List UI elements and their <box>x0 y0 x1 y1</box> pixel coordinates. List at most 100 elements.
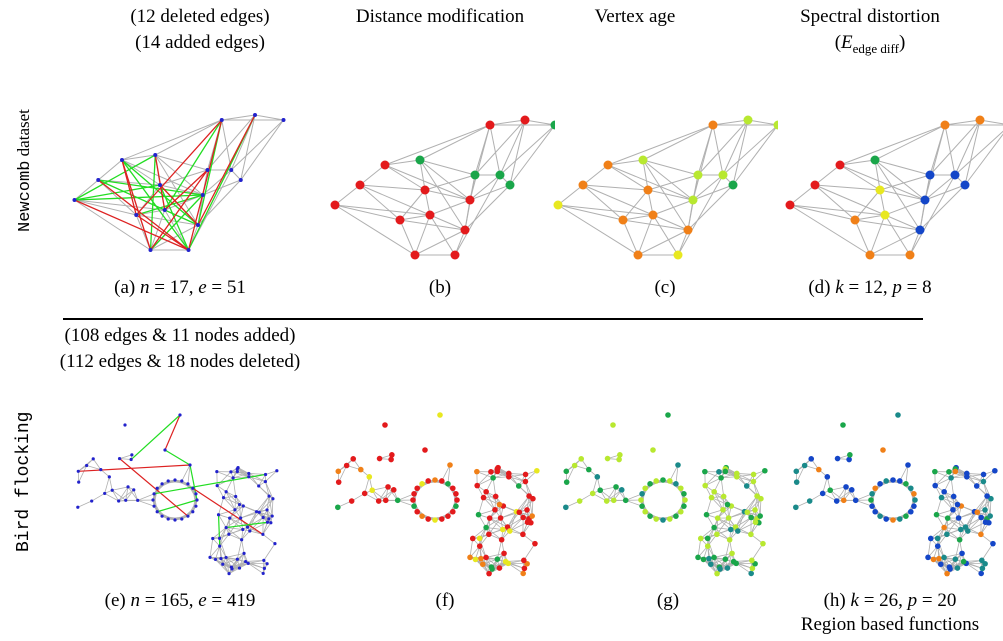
graph-edge <box>262 522 272 535</box>
graph-edge <box>967 511 975 532</box>
row-label-newcomb-mono: Newcomb <box>16 160 35 232</box>
graph-edge <box>338 465 348 483</box>
graph-node <box>191 510 195 514</box>
header-d-E: E <box>841 32 853 53</box>
graph-node <box>940 120 950 130</box>
graph-node <box>711 488 717 495</box>
graph-node <box>414 508 421 515</box>
graph-edge <box>477 477 494 486</box>
graph-edge <box>718 471 737 478</box>
graph-node <box>261 532 265 536</box>
graph-node <box>465 195 475 205</box>
graph-node <box>819 490 826 497</box>
graph-edge <box>218 509 236 516</box>
header-b: Distance modification <box>355 6 525 27</box>
graph-edge <box>384 164 426 191</box>
graph-edge <box>397 493 415 501</box>
graph-node <box>126 485 130 489</box>
graph-node <box>974 509 981 516</box>
graph-edge <box>692 184 734 201</box>
graph-node <box>486 515 493 521</box>
graph-edge <box>622 219 689 231</box>
graph-edge <box>789 204 871 256</box>
graph-node <box>815 466 822 473</box>
graph-node <box>660 477 666 483</box>
graph-node <box>450 250 460 260</box>
graph-node <box>524 519 531 526</box>
graph-edge <box>829 489 844 501</box>
graph-node <box>520 531 526 538</box>
graph-node <box>957 526 964 533</box>
graph-edge <box>735 511 745 528</box>
graph-edge <box>218 514 230 519</box>
graph-edge <box>74 199 151 251</box>
deleted-edge <box>135 119 223 216</box>
graph-node <box>521 557 527 564</box>
graph-edge <box>249 511 257 532</box>
graph-edge <box>735 563 752 574</box>
graph-edge <box>263 543 276 561</box>
graph-node <box>117 499 121 503</box>
caption-d-mid: = 12, <box>843 277 893 298</box>
graph-edge <box>854 189 881 221</box>
graph-edge <box>212 533 229 539</box>
graph-node <box>230 567 234 571</box>
graph-node <box>117 456 122 461</box>
graph-node <box>960 180 970 190</box>
graph-edge <box>720 477 725 497</box>
graph-node <box>248 529 252 533</box>
graph-node <box>129 457 133 462</box>
graph-edge <box>496 539 503 560</box>
graph-node <box>748 531 754 538</box>
graph-node <box>835 160 845 170</box>
graph-node <box>388 456 394 463</box>
graph-edge <box>943 527 960 541</box>
graph-node <box>810 180 820 190</box>
graph-node <box>905 462 911 468</box>
graph-edge <box>924 184 966 201</box>
graph-edge <box>384 159 421 166</box>
graph-node <box>638 155 648 165</box>
graph-node <box>160 514 164 518</box>
graph-node <box>178 413 182 417</box>
caption-a-n: n <box>139 277 150 298</box>
graph-node <box>704 543 711 549</box>
graph-node <box>571 462 578 469</box>
graph-edge <box>814 184 886 216</box>
graph-edge <box>441 480 457 495</box>
graph-node <box>449 485 456 492</box>
graph-node <box>952 556 959 562</box>
graph-node <box>162 208 167 212</box>
graph-edge <box>582 184 649 191</box>
graph-node <box>938 494 945 501</box>
graph-node <box>932 482 938 489</box>
graph-node <box>870 155 880 165</box>
graph-node <box>265 508 269 512</box>
graph-node <box>475 511 482 518</box>
graph-edge <box>111 489 126 501</box>
graph-edge <box>241 526 248 540</box>
graph-node <box>420 185 430 195</box>
graph-node <box>265 562 269 566</box>
graph-node <box>522 478 529 485</box>
graph-node <box>987 513 993 519</box>
graph-node <box>714 531 720 538</box>
graph-edge <box>262 534 276 544</box>
graph-edge <box>485 491 500 505</box>
graph-node <box>90 499 94 503</box>
graph-edge <box>814 184 881 191</box>
graph-edge <box>507 511 517 528</box>
graph-edge <box>566 465 576 483</box>
graph-edge <box>230 119 284 171</box>
graph-edge <box>231 561 246 570</box>
graph-edge <box>706 497 712 515</box>
graph-edge <box>936 509 954 516</box>
graph-edge <box>334 204 401 221</box>
graph-node <box>410 497 416 503</box>
graph-node <box>576 498 583 504</box>
added-edge <box>217 514 221 547</box>
graph-node <box>235 467 239 471</box>
graph-edge <box>424 189 471 201</box>
graph-node <box>907 508 914 515</box>
graph-node <box>380 160 390 170</box>
